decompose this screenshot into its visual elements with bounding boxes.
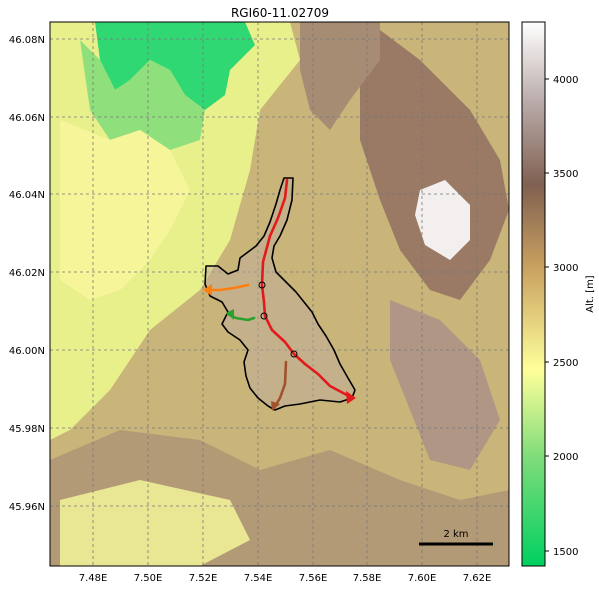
flowlines (203, 178, 356, 411)
flowline-main-arrow (346, 391, 356, 404)
lon-tick-label: 7.50E (134, 573, 163, 584)
lat-tick-label: 46.02N (9, 268, 45, 279)
map-frame (49, 21, 510, 567)
flowline-junction-2 (260, 312, 268, 320)
lon-tick-labels: 7.48E 7.50E 7.52E 7.54E 7.56E 7.58E 7.60… (79, 573, 492, 584)
colorbar (521, 21, 546, 567)
colorbar-tick-label: 4000 (553, 75, 578, 86)
flowline-junction-3 (290, 350, 298, 358)
colorbar-tick-label: 2000 (553, 452, 578, 463)
ridge-southeast (390, 300, 500, 470)
lon-tick-label: 7.48E (79, 573, 108, 584)
ridge-east (360, 30, 509, 300)
colorbar-tick-label: 3000 (553, 263, 578, 274)
summit-snow (415, 180, 470, 260)
lat-tick-label: 46.04N (9, 190, 45, 201)
lon-tick-label: 7.54E (244, 573, 273, 584)
colorbar-tick-labels: 1500 2000 2500 3000 3500 4000 (553, 75, 578, 558)
terrain-map (50, 22, 509, 566)
valley-floor-light (80, 40, 205, 150)
lon-tick-label: 7.52E (189, 573, 218, 584)
flowline-orange-arrow (203, 284, 212, 296)
lon-tick-label: 7.58E (353, 573, 382, 584)
mid-slopes (60, 120, 190, 300)
colorbar-ticks (545, 78, 549, 552)
map-title: RGI60-11.02709 (231, 6, 329, 20)
flowline-main (260, 178, 354, 400)
colorbar-tick-label: 3500 (553, 169, 578, 180)
lon-tick-label: 7.60E (408, 573, 437, 584)
scale-bar-label: 2 km (443, 529, 468, 540)
flowline-tributary-orange (204, 283, 250, 292)
lat-tick-labels: 46.08N 46.06N 46.04N 46.02N 46.00N 45.98… (9, 35, 45, 513)
colorbar-tick-label: 2500 (553, 358, 578, 369)
lat-tick-label: 46.08N (9, 35, 45, 46)
ridge-north (300, 22, 380, 130)
colorbar-tick-label: 1500 (553, 547, 578, 558)
flowline-junction-1 (258, 281, 266, 289)
south-valley (60, 480, 250, 566)
lon-tick-label: 7.56E (299, 573, 328, 584)
flowline-brown-arrow (271, 401, 280, 411)
valley-floor-green (95, 22, 255, 110)
flowline-green-arrow (226, 309, 234, 320)
lat-tick-label: 46.06N (9, 113, 45, 124)
glacier-outline (204, 177, 356, 411)
lat-tick-label: 45.98N (9, 424, 45, 435)
lat-tick-label: 45.96N (9, 502, 45, 513)
lon-tick-label: 7.62E (463, 573, 492, 584)
colorbar-label: Alt. [m] (585, 275, 596, 313)
lat-tick-label: 46.00N (9, 346, 45, 357)
